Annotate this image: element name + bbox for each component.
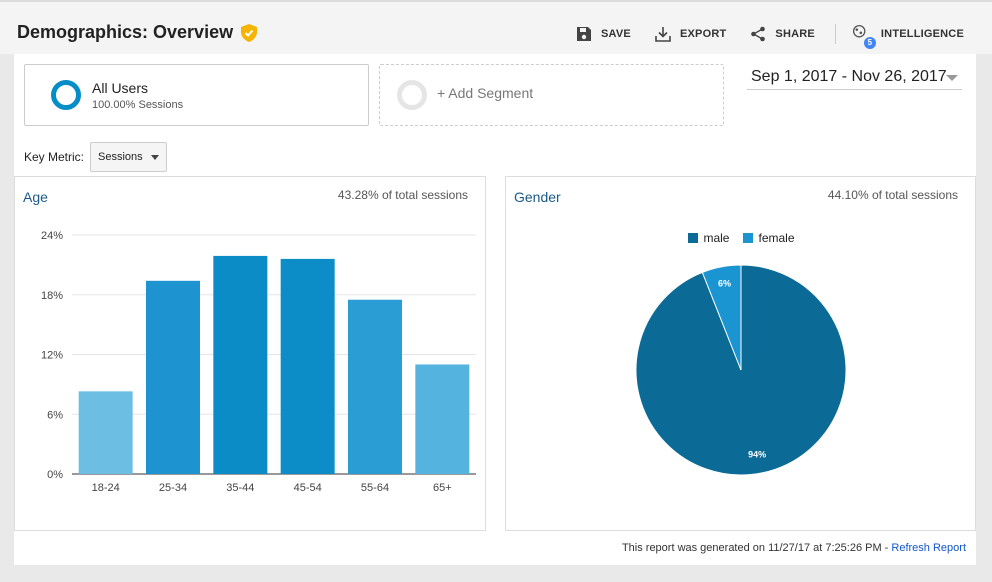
x-tick-label: 55-64 — [361, 482, 389, 494]
intelligence-label: INTELLIGENCE — [880, 28, 964, 40]
legend-swatch — [743, 233, 754, 243]
save-label: SAVE — [601, 28, 631, 40]
legend-item-female[interactable]: female — [743, 231, 795, 245]
age-share: 43.28% of total sessions — [337, 188, 468, 202]
x-tick-label: 25-34 — [159, 482, 187, 494]
segment-all-users[interactable]: All Users 100.00% Sessions — [24, 64, 369, 126]
age-bar-25-34 — [146, 280, 200, 474]
y-tick-label: 6% — [47, 409, 63, 421]
share-button[interactable]: SHARE — [750, 26, 815, 42]
legend-label: male — [703, 231, 730, 245]
pie-value-label: 94% — [748, 450, 766, 460]
dropdown-arrow-icon — [151, 155, 160, 160]
y-tick-label: 24% — [41, 230, 63, 242]
x-tick-label: 35-44 — [226, 482, 254, 494]
age-bar-chart: 0% 6% 12% 18% 24% 18-24 25-34 35-44 45-54 55-64 65… — [41, 230, 476, 494]
segment-detail: 100.00% Sessions — [92, 99, 184, 111]
legend-item-male[interactable]: male — [688, 231, 729, 245]
pie-value-label: 6% — [718, 278, 731, 288]
key-metric-label: Key Metric: — [24, 150, 85, 164]
refresh-report-link[interactable]: Refresh Report — [891, 542, 966, 554]
empty-segment-ring-icon — [397, 80, 427, 110]
key-metric-value: Sessions — [98, 151, 143, 163]
header-divider — [834, 24, 836, 44]
age-bar-65+ — [415, 364, 470, 474]
add-segment-button[interactable]: + Add Segment — [379, 64, 724, 126]
key-metric-control: Key Metric: Sessions — [24, 142, 168, 172]
age-bar-45-54 — [280, 258, 335, 474]
key-metric-select[interactable]: Sessions — [90, 142, 168, 172]
page-title-text: Demographics: Overview — [17, 22, 234, 42]
verified-shield-icon — [241, 23, 258, 42]
x-tick-label: 45-54 — [294, 482, 322, 494]
age-title[interactable]: Age — [23, 189, 48, 205]
y-tick-label: 18% — [41, 290, 63, 302]
intelligence-icon: 5 — [852, 24, 876, 49]
gender-share: 44.10% of total sessions — [827, 188, 958, 202]
x-tick-label: 65+ — [433, 482, 452, 494]
intelligence-badge: 5 — [863, 37, 876, 49]
save-button[interactable]: SAVE — [576, 26, 631, 42]
age-bar-55-64 — [348, 299, 402, 474]
pie-slice-female — [701, 264, 742, 371]
x-tick-label: 18-24 — [92, 482, 120, 494]
legend-label: female — [758, 231, 795, 245]
y-tick-label: 0% — [47, 469, 63, 481]
share-icon — [751, 26, 766, 42]
report-body: All Users 100.00% Sessions + Add Segment… — [14, 54, 976, 565]
add-segment-label: + Add Segment — [437, 85, 534, 101]
legend-swatch — [688, 233, 699, 243]
report-header: Demographics: Overview SAVE EXPORT — [0, 0, 992, 54]
download-icon — [655, 27, 671, 42]
gender-pie-chart: 94% 6% — [635, 264, 847, 476]
report-footer: This report was generated on 11/27/17 at… — [622, 542, 966, 554]
segment-name: All Users — [92, 80, 149, 96]
date-range-text: Sep 1, 2017 - Nov 26, 2017 — [751, 68, 947, 85]
age-bar-18-24 — [78, 391, 133, 474]
gender-panel: Gender 44.10% of total sessions male fema… — [505, 176, 976, 531]
export-label: EXPORT — [679, 28, 727, 40]
footer-text: This report was generated on 11/27/17 at… — [621, 542, 892, 554]
y-tick-label: 12% — [41, 350, 63, 362]
page-title: Demographics: Overview — [17, 22, 258, 43]
gender-legend: male female — [506, 231, 977, 245]
intelligence-button[interactable]: 5 INTELLIGENCE — [852, 24, 964, 49]
save-icon — [577, 27, 592, 41]
age-bar-35-44 — [213, 255, 268, 474]
gender-title[interactable]: Gender — [514, 189, 561, 205]
export-button[interactable]: EXPORT — [655, 26, 726, 42]
share-label: SHARE — [775, 28, 815, 40]
date-range-picker[interactable]: Sep 1, 2017 - Nov 26, 2017 — [747, 64, 962, 90]
header-actions: SAVE EXPORT SHARE — [552, 24, 964, 49]
chevron-down-icon — [946, 75, 958, 81]
segment-ring-icon — [51, 80, 81, 110]
age-panel: Age 43.28% of total sessions 0% 6% 12% 18% 2… — [14, 176, 486, 531]
